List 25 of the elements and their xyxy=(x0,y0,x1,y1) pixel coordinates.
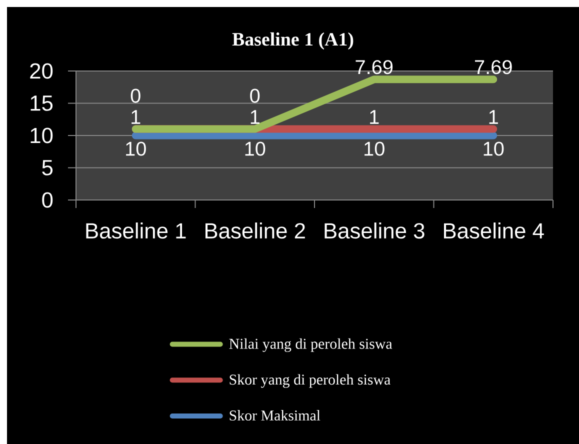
data-label: 10 xyxy=(484,142,504,156)
x-tick-label: Baseline 3 xyxy=(324,222,424,239)
y-tick-label: 0 xyxy=(42,192,53,208)
annotation: 0 xyxy=(250,88,260,103)
legend-label: Nilai yang di peroleh siswa xyxy=(229,338,392,352)
y-tick-label: 20 xyxy=(30,63,53,79)
y-tick-label: 5 xyxy=(42,160,53,176)
x-tick-label: Baseline 1 xyxy=(86,222,186,239)
data-label: 10 xyxy=(126,142,146,156)
chart-title: Baseline 1 (A1) xyxy=(232,32,354,50)
y-tick-label: 10 xyxy=(30,128,53,144)
y-tick-label: 15 xyxy=(30,96,53,111)
annotation: 1 xyxy=(132,110,140,124)
data-label: 10 xyxy=(245,142,266,156)
annotation: 0 xyxy=(130,88,140,103)
annotation: 1 xyxy=(250,110,260,124)
annotation: 7.69 xyxy=(475,60,512,74)
x-tick-label: Baseline 2 xyxy=(205,222,305,239)
legend-label: Skor Maksimal xyxy=(230,410,320,421)
annotation: 1 xyxy=(370,110,379,124)
annotation: 7.69 xyxy=(356,60,393,74)
x-tick-label: Baseline 4 xyxy=(444,222,544,239)
annotation: 1 xyxy=(489,110,498,124)
legend-label: Skor yang di peroleh siswa xyxy=(230,374,390,388)
data-label: 10 xyxy=(364,142,384,156)
